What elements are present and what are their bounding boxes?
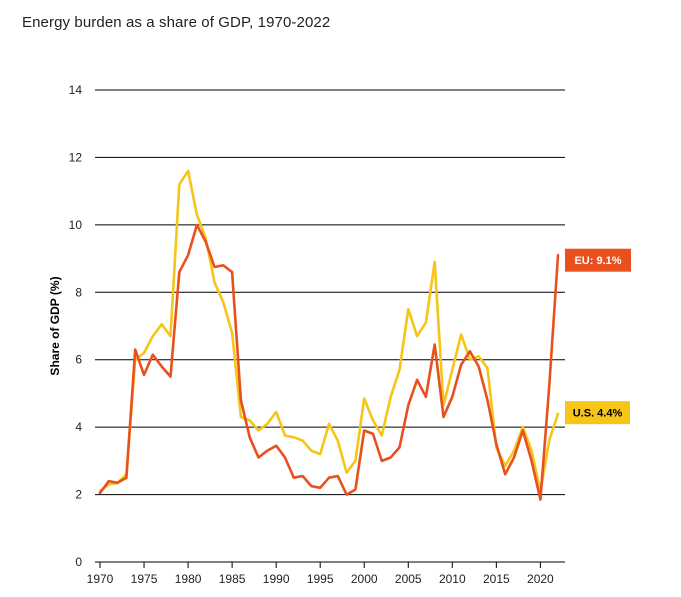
end-label-box [565, 401, 630, 425]
end-label-us: U.S. 4.4% [565, 401, 630, 425]
x-axis-ticks: 1970 1975 1980 1985 1990 1995 2000 2005 2010 2015… [87, 562, 554, 586]
y-tick-label: 8 [75, 285, 82, 299]
y-tick-label: 0 [75, 555, 82, 569]
y-axis-label: Share of GDP (%) [48, 276, 62, 375]
end-label-box [565, 248, 631, 272]
x-tick-label: 1980 [175, 572, 202, 586]
y-tick-label: 12 [69, 150, 83, 164]
y-tick-label: 10 [69, 218, 83, 232]
x-tick-label: 1990 [263, 572, 290, 586]
x-tick-label: 2015 [483, 572, 510, 586]
x-tick-label: 2020 [527, 572, 554, 586]
end-label-text: U.S. 4.4% [573, 408, 623, 420]
x-tick-label: 1995 [307, 572, 334, 586]
y-tick-label: 2 [75, 488, 82, 502]
y-tick-label: 14 [69, 83, 83, 97]
series-lines [98, 169, 560, 501]
end-labels: U.S. 4.4% EU: 9.1% [565, 248, 631, 425]
x-tick-label: 1985 [219, 572, 246, 586]
x-tick-label: 1970 [87, 572, 114, 586]
series-line-eu [98, 223, 560, 501]
end-label-text: EU: 9.1% [574, 255, 621, 267]
y-tick-label: 6 [75, 353, 82, 367]
y-axis-ticks: 0 2 4 6 8 10 12 14 [69, 83, 83, 569]
x-tick-label: 1975 [131, 572, 158, 586]
x-tick-label: 2005 [395, 572, 422, 586]
x-tick-label: 2000 [351, 572, 378, 586]
series-line-us [98, 169, 560, 493]
chart-title: Energy burden as a share of GDP, 1970-20… [22, 14, 331, 31]
end-label-eu: EU: 9.1% [565, 248, 631, 272]
gridlines [95, 89, 565, 563]
y-tick-label: 4 [75, 420, 82, 434]
x-tick-label: 2010 [439, 572, 466, 586]
